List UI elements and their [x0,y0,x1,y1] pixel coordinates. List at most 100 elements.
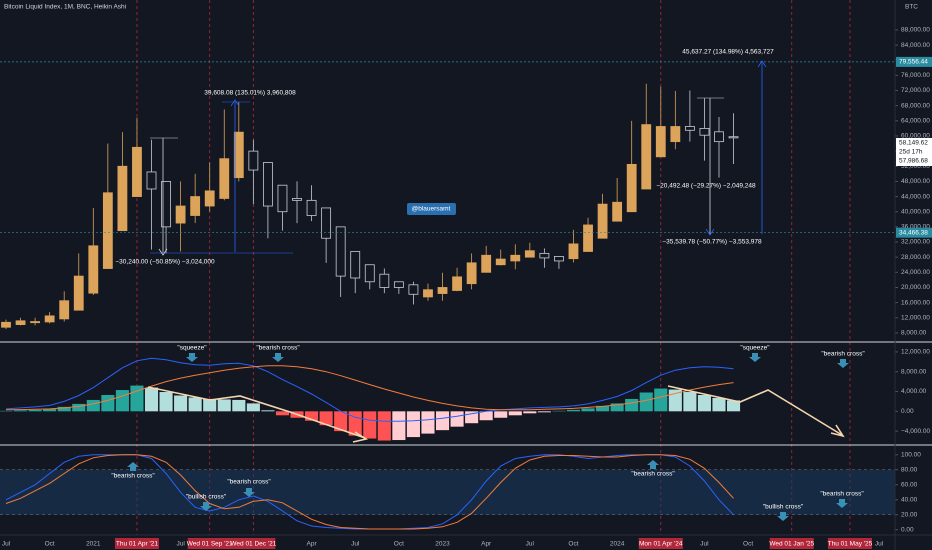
arrow-down [777,512,789,521]
highlight-label-bg [231,538,276,549]
histogram-bar [72,403,86,412]
histogram-bar [726,400,741,412]
y-tick-label: 0.00 [901,526,914,533]
y-tick-label: 12,000.00 [901,349,930,356]
arrow-down [186,353,198,362]
histogram-bar [86,399,100,412]
histogram-bar [494,411,508,418]
y-tick-label: 40.00 [901,496,918,503]
annotation: "bearish cross" [227,479,271,486]
histogram-bar [159,392,173,412]
y-tick-label: 84,000.00 [901,42,930,49]
histogram-bar [406,411,420,438]
x-tick-label: 2023 [435,541,450,548]
candle-body [670,126,681,143]
candle-body [321,207,332,239]
y-tick-label: 32,000.00 [901,239,930,246]
x-tick-label: 2021 [86,541,101,548]
candle-body [597,203,608,239]
x-tick-label: Oct [394,541,404,548]
y-tick-label: 64,000.00 [901,118,930,125]
trend-arrow [667,385,843,436]
x-tick-label: Thu 01 May '25 [828,541,873,548]
histogram-bar [363,411,377,439]
histogram-bar [101,394,115,412]
measure-label: 45,637.27 (134.98%) 4,563,727 [682,49,774,56]
annotation: "bullish cross" [763,504,804,511]
candle-body [263,162,273,207]
candle-body [15,320,26,325]
histogram-bar [479,411,493,421]
candle-body [88,245,99,294]
candle-body [204,190,215,207]
candle-body [626,163,637,213]
trend-arrow-head [830,424,845,438]
indicator-line [5,454,734,530]
y-tick-label: 44,000.00 [901,193,930,200]
y-tick-label: 60,000.00 [901,133,930,140]
candle-body [1,321,11,328]
candle-body [233,131,244,179]
candle-body [73,275,84,311]
y-tick-label: 8,000.00 [901,368,927,375]
candle-body [292,198,302,201]
x-tick-label: Wed 01 Dec '21 [230,541,276,548]
annotation-arrows [127,353,849,521]
histogram-bar [523,411,537,414]
candle-body [510,254,521,262]
price-tag [896,137,932,166]
histogram-bar [596,405,610,412]
candle-body [161,181,171,228]
candle-body [175,205,186,224]
histogram-bar [508,411,522,416]
indicator-line [5,365,734,411]
histogram-bar [450,411,464,427]
candle-body [524,250,535,258]
histogram-bar [0,410,13,412]
histogram-bar [683,392,697,412]
countdown: 25d 17h [899,149,923,156]
y-tick-label: 36,000.00 [901,224,930,231]
histogram-bar [377,411,391,441]
candle-body [554,256,564,262]
candle-body [219,158,230,199]
candle-body [102,192,113,269]
annotation: "squeeze" [177,345,207,352]
measure-arrow [705,228,715,236]
arrow-down [749,353,761,362]
price-tag-label: 58,149.62 [899,140,928,147]
arrow-down [837,359,849,368]
x-tick-label: Jul [2,541,11,548]
candle-body [612,201,623,222]
histogram-bar [668,389,682,412]
candle-body [132,146,142,197]
annotation: "bearish cross" [821,351,865,358]
x-tick-label: Jul [176,541,185,548]
y-tick-label: 16,000.00 [901,299,930,306]
x-tick-label: Jul [875,541,884,548]
measure-arrow [757,60,767,68]
histogram-bar [188,397,202,412]
histogram-bar [115,390,129,412]
histogram-bar [639,392,653,412]
arrow-down [200,502,212,511]
x-tick-label: Oct [45,541,55,548]
histogram-bar [203,398,217,412]
measure-arrow [158,248,168,256]
x-tick-label: Mon 01 Apr '24 [639,541,683,548]
y-tick-label: 8,000.00 [901,330,927,337]
histogram-bar [654,388,668,412]
y-tick-label: 4,000.00 [901,388,927,395]
candle-body [495,258,506,266]
candle-body [146,171,157,190]
highlight-label-bg [187,538,232,549]
highlight-label-bg [827,538,872,549]
y-tick-label: 76,000.00 [901,72,930,79]
histogram-bar [319,411,333,426]
candle-body [684,126,695,131]
candle-body [30,321,41,324]
y-tick-label: 20.00 [901,511,918,518]
histogram-bar [174,395,188,412]
